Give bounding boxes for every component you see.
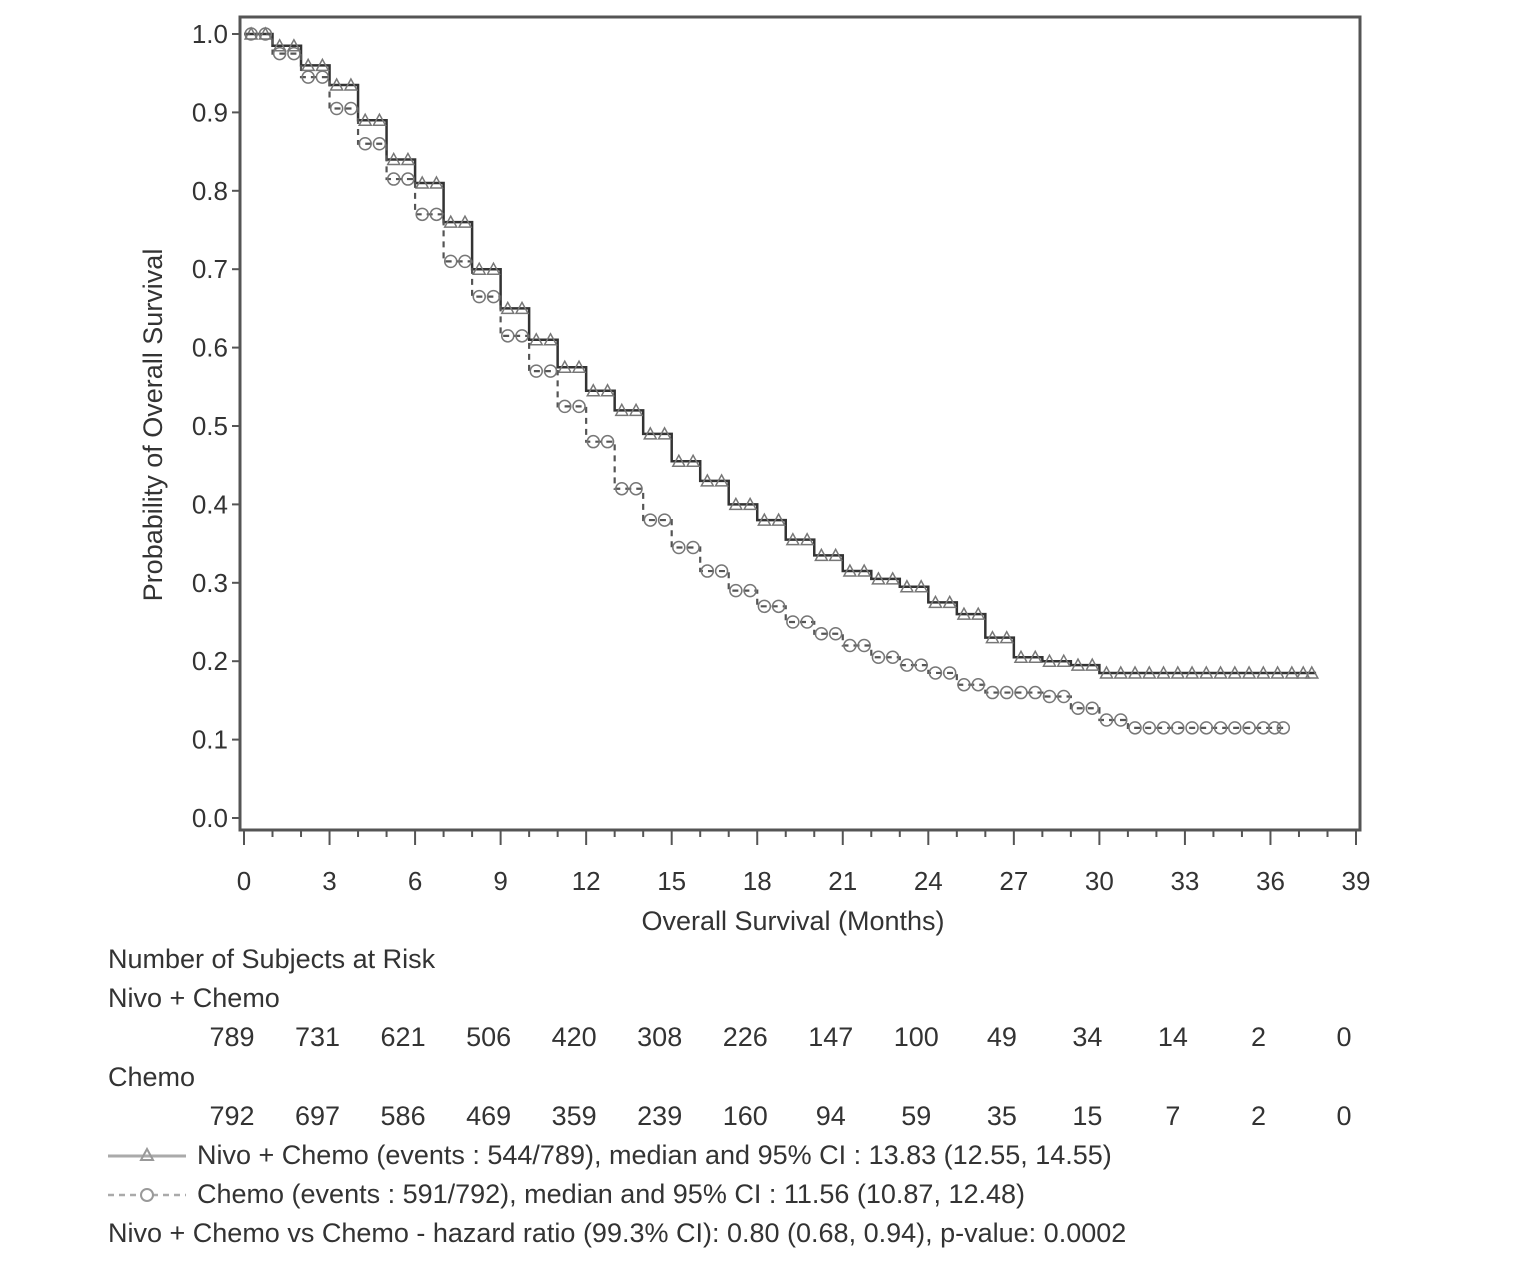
risk-count: 94 (815, 1101, 846, 1131)
x-tick-label: 12 (572, 866, 601, 896)
circle-marker-icon (140, 1188, 154, 1202)
legend-swatch-chemo (108, 1188, 186, 1202)
plot-frame (238, 15, 1362, 832)
y-axis-label: Probability of Overall Survival (138, 249, 168, 602)
x-tick-label: 6 (408, 866, 422, 896)
y-tick-label: 0.1 (192, 725, 228, 755)
risk-count: 420 (551, 1022, 597, 1052)
risk-count: 0 (1336, 1022, 1352, 1052)
y-tick-label: 0.6 (192, 333, 228, 363)
x-tick-label: 18 (743, 866, 772, 896)
risk-count: 14 (1157, 1022, 1188, 1052)
risk-count: 226 (722, 1022, 768, 1052)
risk-row-label-chemo: Chemo (108, 1062, 196, 1092)
x-tick-label: 21 (828, 866, 857, 896)
y-tick-label: 0.4 (192, 489, 228, 519)
risk-count: 59 (901, 1101, 932, 1131)
risk-count: 621 (380, 1022, 426, 1052)
y-axis: 0.0 0.1 0.2 0.3 0.4 0.5 0.6 0.7 0.8 0.9 1.0 (192, 19, 240, 833)
risk-count: 147 (808, 1022, 854, 1052)
curve-nivo-chemo (244, 32, 1317, 675)
risk-count: 792 (209, 1101, 255, 1131)
x-tick-label: 0 (237, 866, 251, 896)
risk-count: 697 (295, 1101, 341, 1131)
triangle-marker-icon (139, 1146, 155, 1161)
risk-count: 160 (722, 1101, 768, 1131)
x-tick-label: 15 (657, 866, 686, 896)
curve-chemo (244, 32, 1288, 729)
risk-count: 35 (986, 1101, 1017, 1131)
risk-count: 731 (295, 1022, 341, 1052)
y-tick-label: 0.5 (192, 411, 228, 441)
hazard-ratio-annotation: Nivo + Chemo vs Chemo - hazard ratio (99… (108, 1218, 1127, 1248)
x-tick-label: 3 (322, 866, 336, 896)
risk-count: 789 (209, 1022, 255, 1052)
x-tick-label: 9 (493, 866, 507, 896)
legend-swatch-nivo-chemo (108, 1146, 186, 1161)
risk-count: 7 (1165, 1101, 1181, 1131)
y-tick-label: 0.0 (192, 803, 228, 833)
risk-count: 2 (1250, 1101, 1266, 1131)
risk-count: 0 (1336, 1101, 1352, 1131)
y-tick-label: 0.2 (192, 646, 228, 676)
risk-table-title: Number of Subjects at Risk (108, 944, 436, 974)
risk-count: 506 (466, 1022, 512, 1052)
x-tick-label: 30 (1085, 866, 1114, 896)
y-tick-label: 1.0 (192, 19, 228, 49)
risk-count: 2 (1250, 1022, 1266, 1052)
y-tick-label: 0.8 (192, 176, 228, 206)
y-tick-label: 0.3 (192, 568, 228, 598)
legend-nivo-chemo: Nivo + Chemo (events : 544/789), median … (197, 1140, 1112, 1170)
risk-count: 34 (1072, 1022, 1103, 1052)
y-tick-label: 0.9 (192, 97, 228, 127)
risk-count: 100 (893, 1022, 939, 1052)
risk-row-label-nivo-chemo: Nivo + Chemo (108, 983, 280, 1013)
x-axis: 0 3 6 9 12 15 18 21 24 27 30 33 36 39 (237, 830, 1371, 896)
risk-count: 469 (466, 1101, 512, 1131)
x-tick-label: 36 (1256, 866, 1285, 896)
legend-chemo: Chemo (events : 591/792), median and 95%… (197, 1179, 1026, 1209)
x-tick-label: 39 (1342, 866, 1371, 896)
x-tick-label: 24 (914, 866, 943, 896)
series-layer (243, 26, 1320, 735)
risk-count: 308 (637, 1022, 683, 1052)
risk-count: 49 (986, 1022, 1017, 1052)
y-tick-label: 0.7 (192, 254, 228, 284)
risk-count: 586 (380, 1101, 426, 1131)
x-axis-label: Overall Survival (Months) (641, 906, 944, 936)
risk-count: 15 (1072, 1101, 1103, 1131)
x-tick-label: 27 (999, 866, 1028, 896)
risk-count: 359 (551, 1101, 597, 1131)
risk-count: 239 (637, 1101, 683, 1131)
x-tick-label: 33 (1170, 866, 1199, 896)
